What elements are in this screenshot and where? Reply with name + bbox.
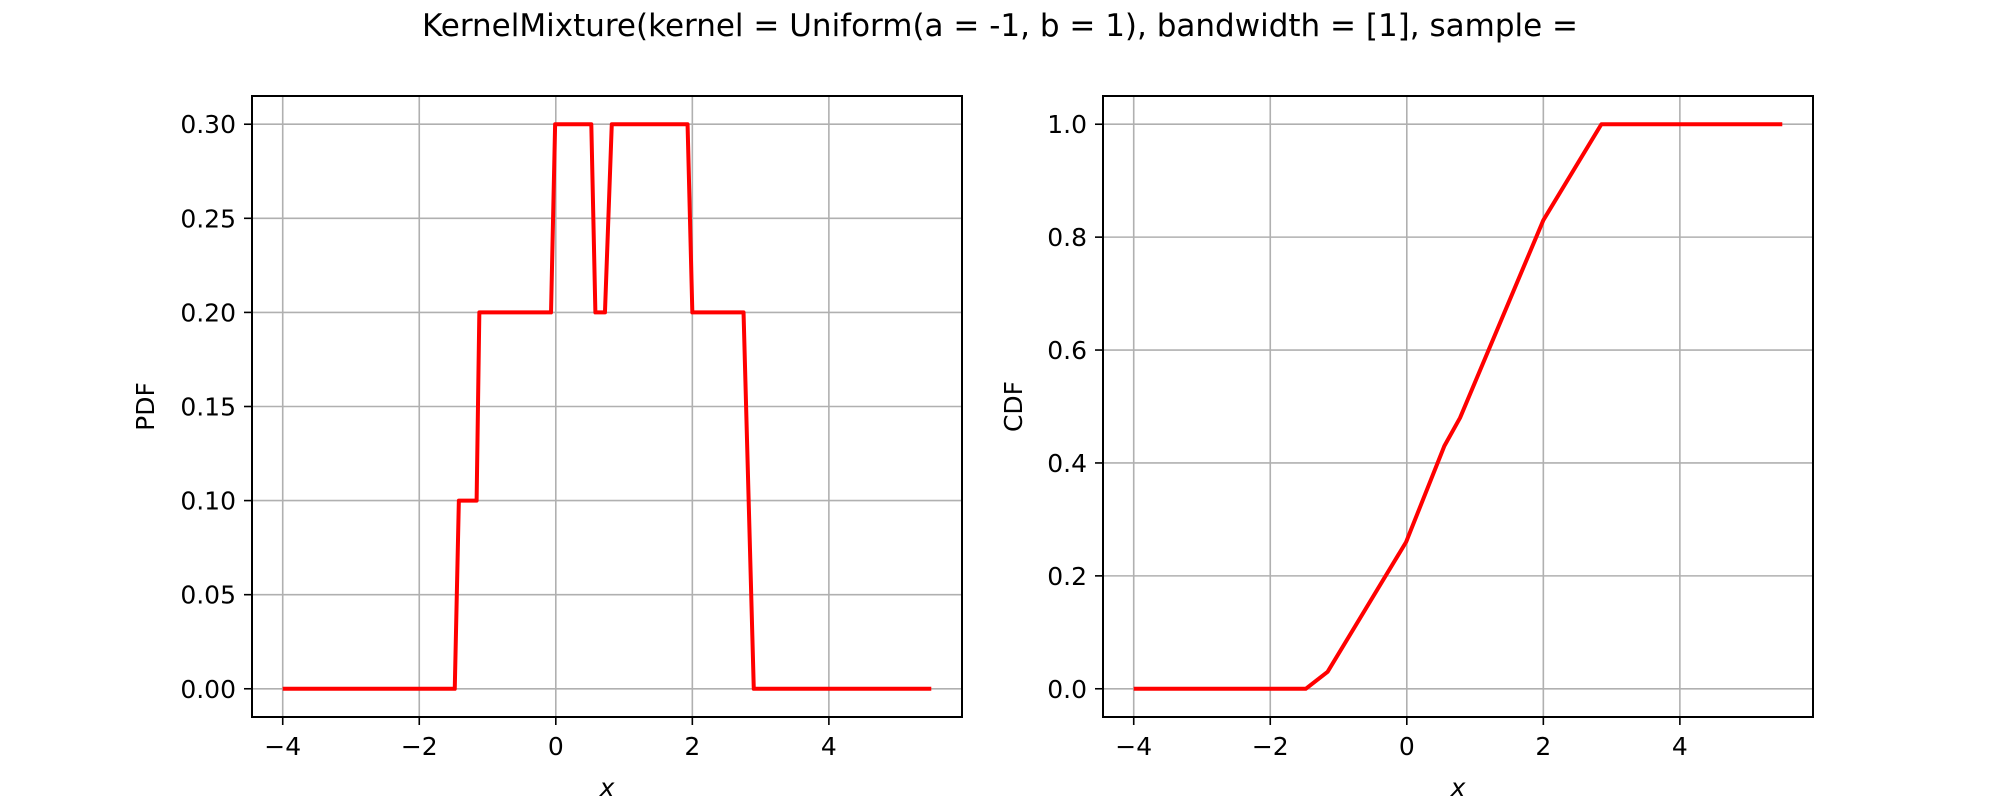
- pdf-xtick-label-4: 4: [821, 732, 837, 761]
- cdf-ytick-label-0: 0.0: [1047, 675, 1087, 704]
- cdf-xtick-label-1: −2: [1252, 732, 1289, 761]
- pdf-ytick-label-0: 0.00: [180, 675, 236, 704]
- pdf-ytick-label-6: 0.30: [180, 110, 236, 139]
- cdf-xlabel: x: [1450, 773, 1466, 800]
- cdf-xtick-label-0: −4: [1115, 732, 1152, 761]
- pdf-ytick-label-4: 0.20: [180, 298, 236, 327]
- cdf-ylabel: CDF: [999, 381, 1028, 432]
- cdf-series-line-0: [1133, 122, 1783, 691]
- pdf-xtick-label-2: 0: [548, 732, 564, 761]
- pdf-ytick-label-2: 0.10: [180, 487, 236, 516]
- pdf-ylabel: PDF: [131, 382, 160, 431]
- figure-title: KernelMixture(kernel = Uniform(a = -1, b…: [421, 8, 1579, 44]
- pdf-ytick-label-5: 0.25: [180, 204, 236, 233]
- cdf-axes-frame: [1102, 95, 1814, 718]
- pdf-xtick-label-1: −2: [401, 732, 438, 761]
- pdf-xtick-label-3: 2: [684, 732, 700, 761]
- cdf-ytick-label-4: 0.8: [1047, 223, 1087, 252]
- cdf-ytick-label-3: 0.6: [1047, 336, 1087, 365]
- cdf-panel: −4 −2 0 2 4 0.0 0.2 0.4 0.6 0.8 1.0 x CDF: [999, 95, 1814, 800]
- cdf-xtick-label-2: 0: [1399, 732, 1415, 761]
- pdf-panel: −4 −2 0 2 4 0.00 0.05 0.10 0.15 0.20 0.25 0.30 x PDF: [131, 95, 963, 800]
- pdf-series-line-0: [282, 122, 932, 691]
- pdf-xlabel: x: [599, 773, 615, 800]
- pdf-xtick-label-0: −4: [264, 732, 301, 761]
- cdf-ytick-label-2: 0.4: [1047, 449, 1087, 478]
- pdf-ytick-label-1: 0.05: [180, 581, 236, 610]
- cdf-xtick-label-3: 2: [1535, 732, 1551, 761]
- cdf-ytick-label-1: 0.2: [1047, 562, 1087, 591]
- cdf-ytick-label-5: 1.0: [1047, 110, 1087, 139]
- pdf-ytick-label-3: 0.15: [180, 393, 236, 422]
- cdf-xtick-label-4: 4: [1672, 732, 1688, 761]
